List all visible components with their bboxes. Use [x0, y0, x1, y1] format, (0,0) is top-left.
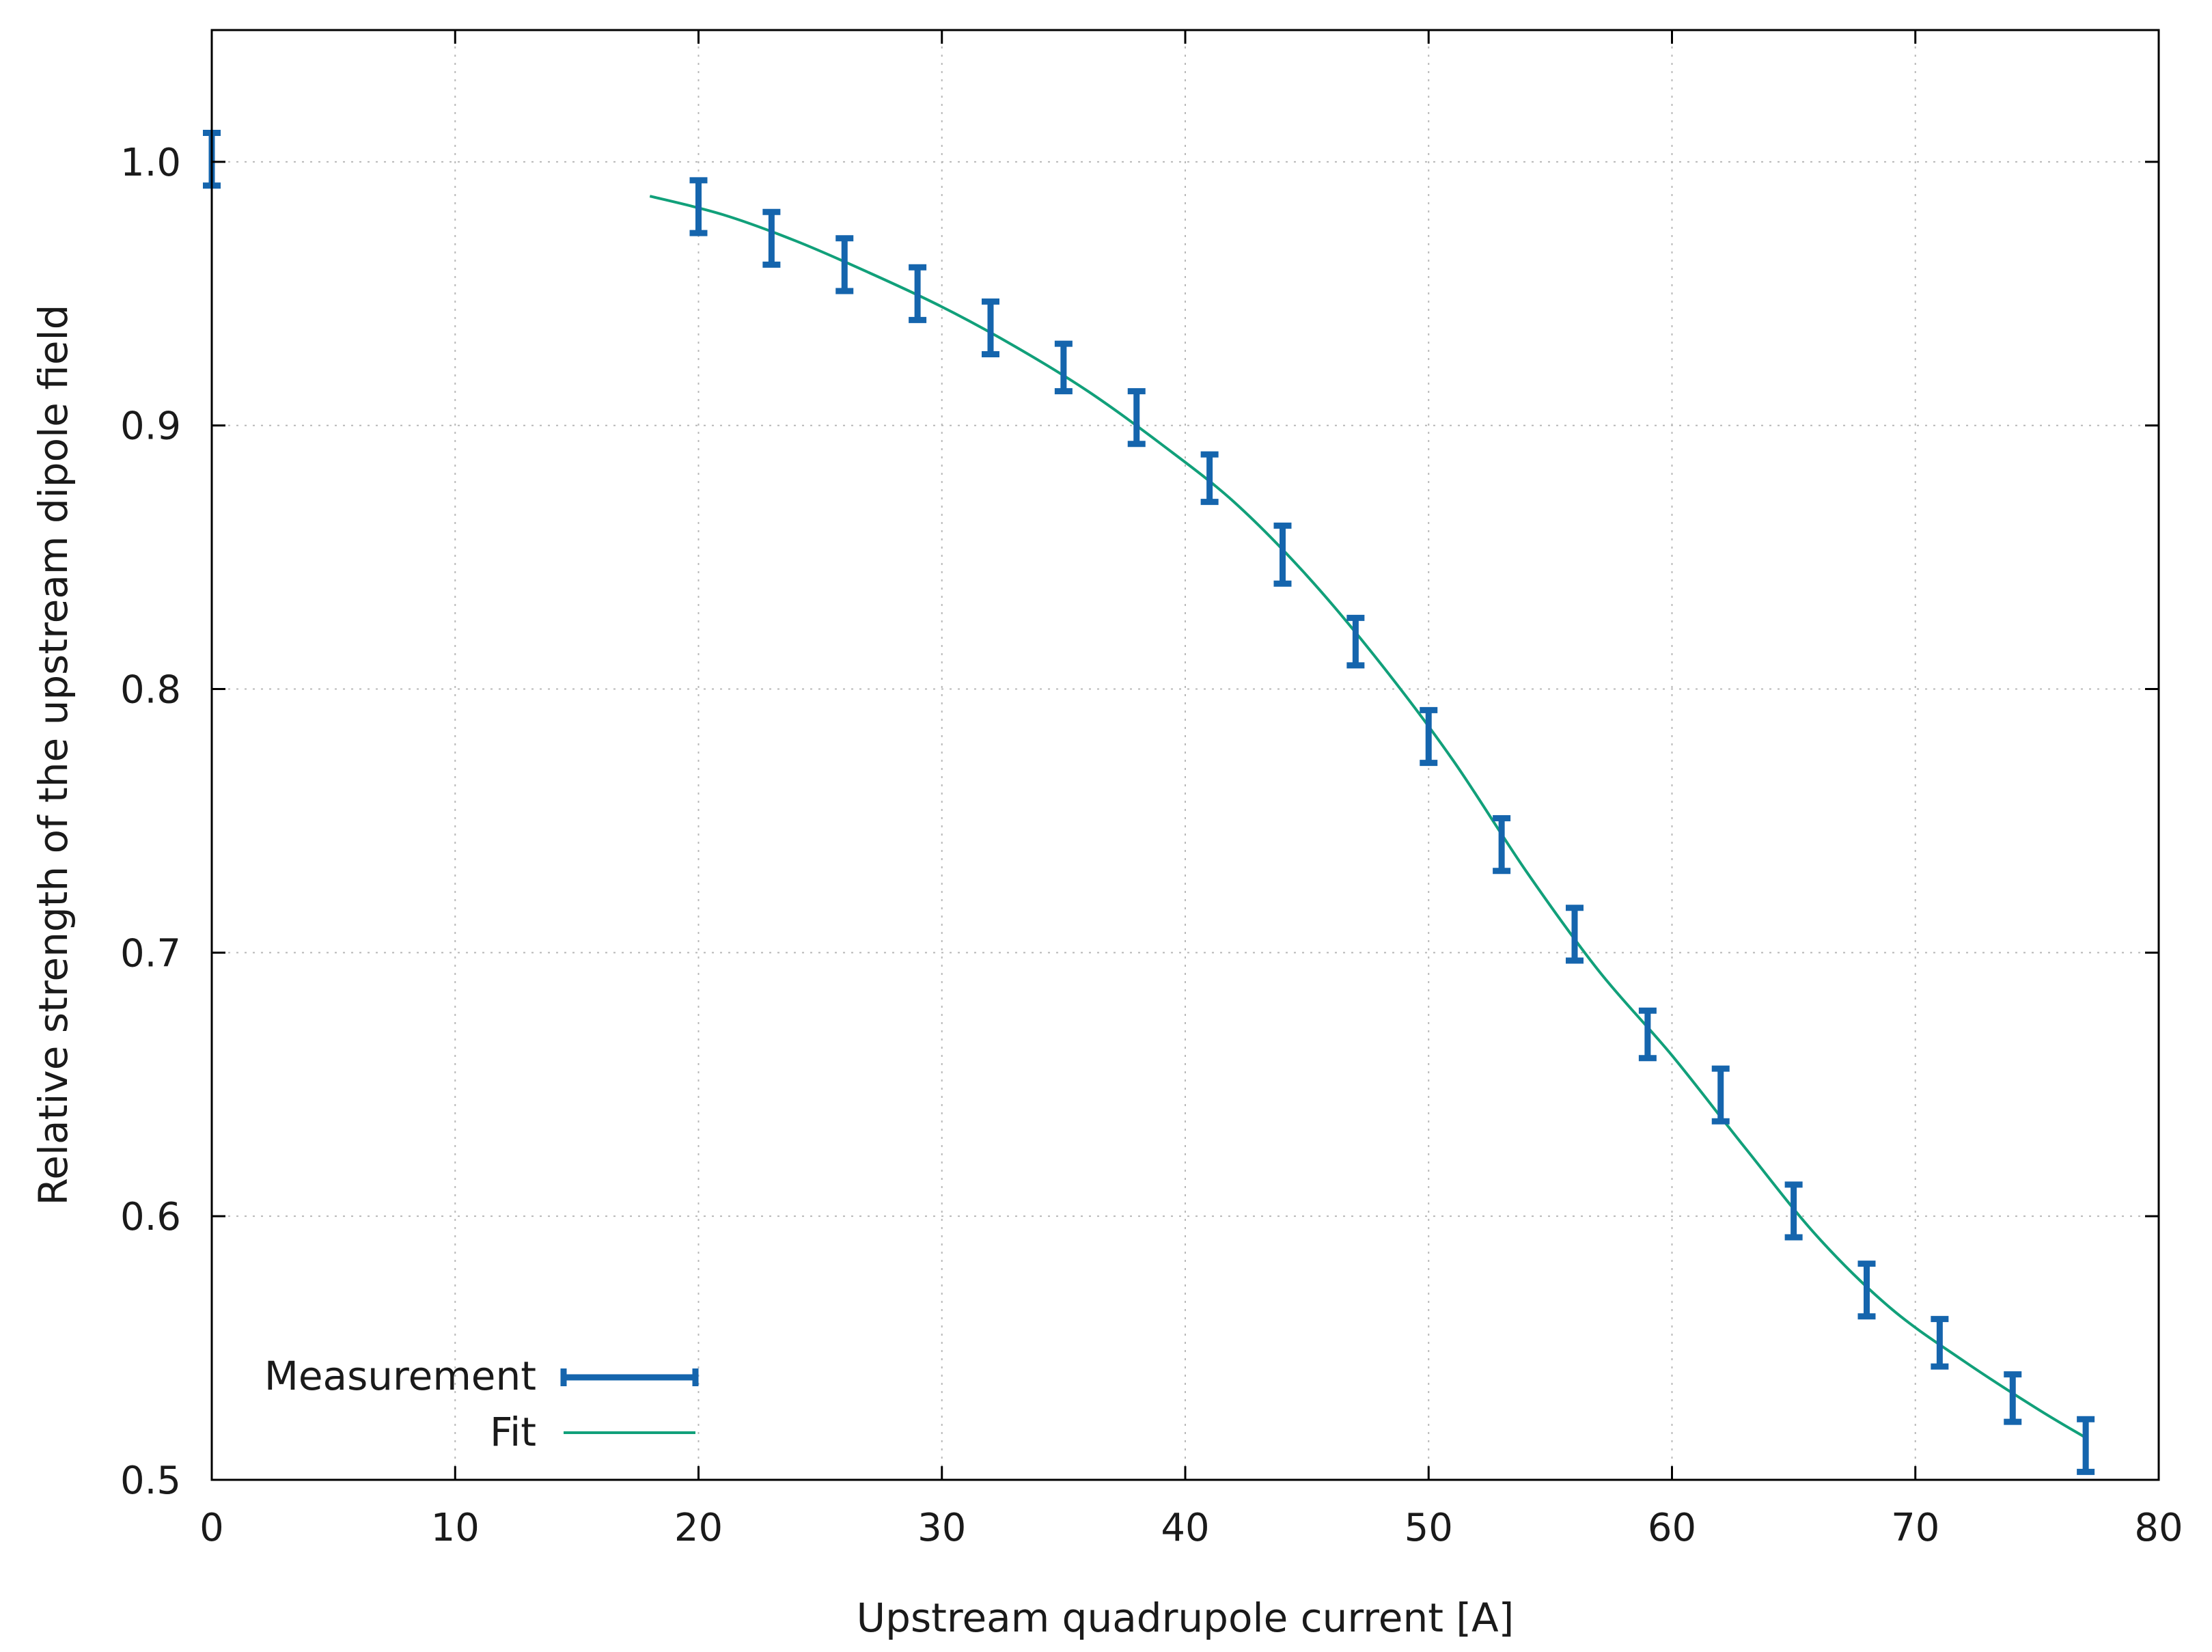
fit-curve	[649, 195, 2087, 1440]
measurement-point	[2004, 1371, 2022, 1425]
x-tick-label: 80	[2134, 1506, 2183, 1550]
y-tick-label: 0.9	[120, 404, 181, 449]
legend-measurement-sample	[560, 1368, 699, 1386]
x-tick-label: 0	[199, 1506, 224, 1550]
measurement-point	[1346, 614, 1365, 669]
measurement-point	[689, 177, 708, 236]
measurement-point	[1420, 706, 1438, 767]
measurement-point	[1638, 1007, 1657, 1062]
x-tick-label: 70	[1891, 1506, 1939, 1550]
x-tick-label: 30	[917, 1506, 966, 1550]
measurement-point	[909, 264, 927, 323]
x-tick-label: 50	[1405, 1506, 1453, 1550]
series-layer	[203, 129, 2095, 1475]
measurement-point	[1273, 522, 1292, 587]
x-axis-label: Upstream quadrupole current [A]	[857, 1595, 1515, 1641]
x-tick-label: 40	[1161, 1506, 1209, 1550]
legend-label-measurement: Measurement	[264, 1353, 536, 1399]
y-tick-label: 0.5	[120, 1459, 181, 1503]
x-tick-label: 10	[431, 1506, 480, 1550]
x-tick-label: 20	[674, 1506, 723, 1550]
measurement-point	[762, 208, 781, 268]
legend-label-fit: Fit	[490, 1409, 536, 1455]
measurement-point	[982, 298, 999, 358]
measurement-point	[1566, 905, 1584, 964]
x-tick-label: 60	[1648, 1506, 1696, 1550]
measurement-point	[835, 235, 854, 294]
ticks: 0 10 20 30 40 50 60 70 80 0.5 0.6 0.7 0.8 0.9 1.0	[120, 30, 2183, 1550]
measurement-point	[1784, 1181, 1803, 1241]
measurement-point	[1054, 340, 1073, 395]
measurement-point	[2077, 1416, 2095, 1475]
y-tick-label: 0.7	[120, 931, 181, 976]
measurement-point	[1931, 1316, 1949, 1370]
measurement-point	[1493, 815, 1511, 875]
measurement-point	[1127, 388, 1146, 448]
measurement-point	[1857, 1261, 1876, 1320]
y-tick-label: 1.0	[120, 141, 181, 185]
y-tick-label: 0.8	[120, 668, 181, 713]
y-tick-label: 0.6	[120, 1195, 181, 1239]
legend: Measurement Fit	[264, 1353, 699, 1455]
measurement-point	[1200, 451, 1219, 506]
measurement-point	[1711, 1065, 1730, 1125]
y-axis-label: Relative strength of the upstream dipole…	[30, 305, 77, 1206]
